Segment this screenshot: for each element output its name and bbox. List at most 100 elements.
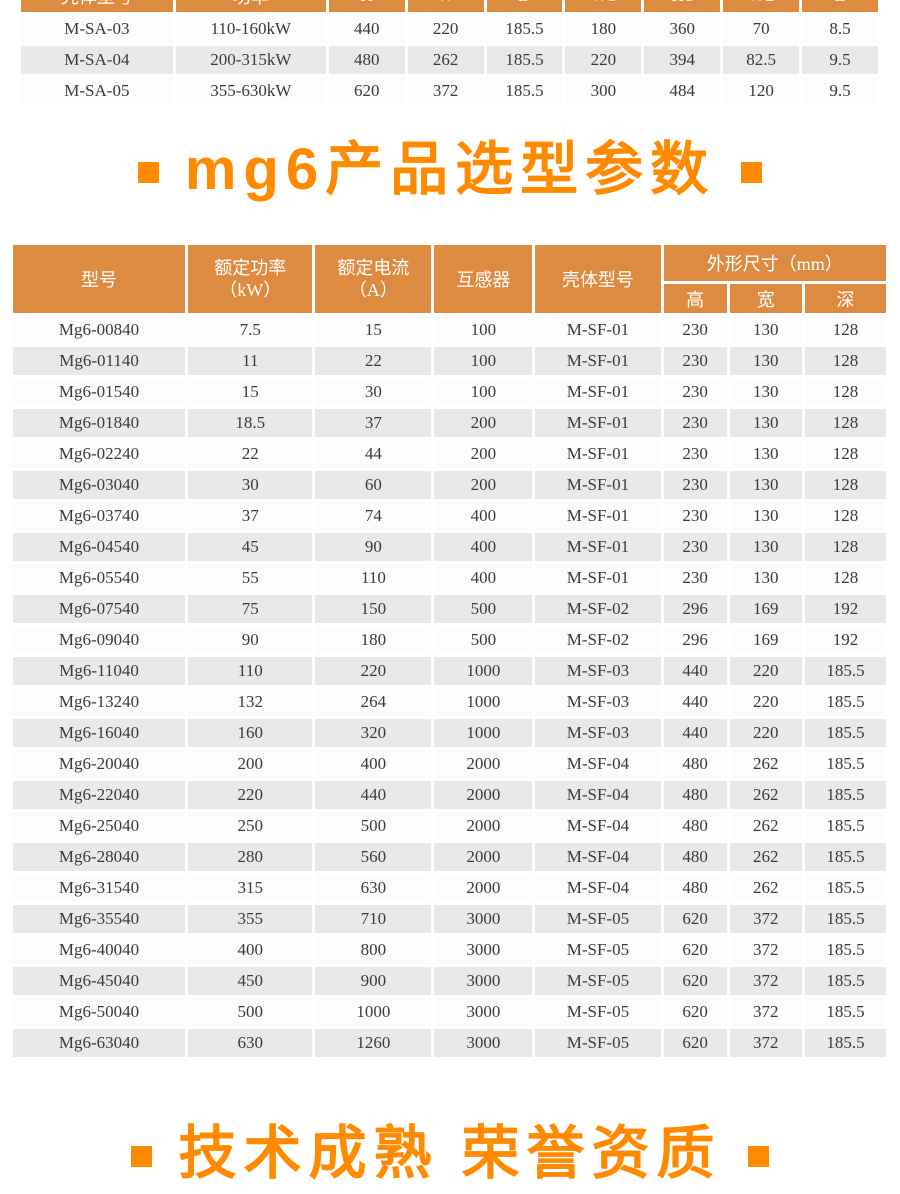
selection-table-row: Mg6-31540 315 630 2000 M-SF-04 480 262 185.5 — [13, 874, 886, 902]
selection-table-row: Mg6-05540 55 110 400 M-SF-01 230 130 128 — [13, 564, 886, 592]
selection-table-cell: 37 — [315, 409, 432, 437]
selection-table-cell: 180 — [315, 626, 432, 654]
selection-table-cell: Mg6-04540 — [13, 533, 186, 561]
selection-table-cell: 37 — [188, 502, 313, 530]
selection-table-cell: 3000 — [434, 1029, 533, 1057]
shell-table-cell: 220 — [565, 46, 642, 74]
shell-table-column-header: H1 — [644, 0, 721, 12]
selection-table-cell: Mg6-13240 — [13, 688, 186, 716]
shell-table-cell: 480 — [328, 46, 405, 74]
selection-table-cell: M-SF-01 — [535, 347, 661, 375]
selection-table-cell: 620 — [663, 936, 727, 964]
selection-table-body: Mg6-00840 7.5 15 100 M-SF-01 230 130 128 Mg6-011… — [13, 316, 886, 1057]
selection-table-cell: 192 — [805, 626, 886, 654]
selection-table-cell: 200 — [188, 750, 313, 778]
shell-table-cell: 180 — [565, 15, 642, 43]
selection-table-cell: Mg6-16040 — [13, 719, 186, 747]
selection-table-row: Mg6-00840 7.5 15 100 M-SF-01 230 130 128 — [13, 316, 886, 344]
selection-table-row: Mg6-16040 160 320 1000 M-SF-03 440 220 185.5 — [13, 719, 886, 747]
selection-table-cell: 296 — [663, 626, 727, 654]
selection-table-cell: 630 — [315, 874, 432, 902]
selection-table-cell: 150 — [315, 595, 432, 623]
selection-table-cell: M-SF-05 — [535, 936, 661, 964]
right-square-bullet-icon — [741, 161, 763, 183]
shell-table-cell: 120 — [723, 77, 800, 105]
selection-table-cell: 130 — [729, 564, 802, 592]
selection-table-cell: M-SF-03 — [535, 719, 661, 747]
selection-table-cell: 60 — [315, 471, 432, 499]
shell-table-cell: 360 — [644, 15, 721, 43]
selection-table-header-row-2: 高 宽 深 — [13, 284, 886, 313]
selection-table-cell: 250 — [188, 812, 313, 840]
selection-table-cell: 262 — [729, 812, 802, 840]
shell-table-cell: 70 — [723, 15, 800, 43]
selection-table-cell: 560 — [315, 843, 432, 871]
shell-table-cell: 620 — [328, 77, 405, 105]
shell-table-cell: 9.5 — [802, 46, 878, 74]
shell-table-column-header: W2 — [723, 0, 800, 12]
selection-table-row: Mg6-03740 37 74 400 M-SF-01 230 130 128 — [13, 502, 886, 530]
selection-table-cell: M-SF-05 — [535, 967, 661, 995]
left-square-bullet-icon — [131, 1145, 153, 1167]
selection-table-cell: Mg6-20040 — [13, 750, 186, 778]
selection-table-cell: Mg6-31540 — [13, 874, 186, 902]
selection-table-cell: 200 — [434, 440, 533, 468]
selection-table-cell: 128 — [805, 533, 886, 561]
selection-table-cell: 620 — [663, 998, 727, 1026]
selection-table-cell: 192 — [805, 595, 886, 623]
selection-table-cell: 100 — [434, 316, 533, 344]
selection-table-cell: 262 — [729, 781, 802, 809]
shell-dimension-table: 壳体型号功率HWDW1H1W2E M-SA-03110-160kW4402201… — [18, 0, 881, 108]
selection-table-cell: Mg6-22040 — [13, 781, 186, 809]
selection-table-cell: 620 — [663, 967, 727, 995]
selection-table-cell: 440 — [663, 719, 727, 747]
selection-table-cell: 90 — [188, 626, 313, 654]
selection-table-cell: M-SF-02 — [535, 626, 661, 654]
selection-table-cell: 22 — [315, 347, 432, 375]
selection-table-cell: 230 — [663, 347, 727, 375]
selection-table-cell: 230 — [663, 564, 727, 592]
selection-table-cell: Mg6-05540 — [13, 564, 186, 592]
selection-table-cell: 620 — [663, 905, 727, 933]
selection-table-cell: 90 — [315, 533, 432, 561]
section-title-text: mg6产品选型参数 — [184, 137, 716, 203]
selection-table-cell: 3000 — [434, 967, 533, 995]
selection-table-cell: M-SF-01 — [535, 378, 661, 406]
selection-table-cell: 130 — [729, 440, 802, 468]
selection-table-cell: 132 — [188, 688, 313, 716]
col-header-width: 宽 — [729, 284, 802, 313]
shell-table-cell: 300 — [565, 77, 642, 105]
selection-table-cell: Mg6-01540 — [13, 378, 186, 406]
selection-table-cell: M-SF-01 — [535, 502, 661, 530]
shell-table-cell: 355-630kW — [175, 77, 326, 105]
selection-table-cell: 372 — [729, 936, 802, 964]
col-header-dimensions: 外形尺寸（mm） — [663, 245, 886, 281]
selection-table-cell: 220 — [729, 719, 802, 747]
selection-table-cell: 2000 — [434, 843, 533, 871]
selection-table-cell: 500 — [434, 626, 533, 654]
selection-table-cell: M-SF-05 — [535, 998, 661, 1026]
selection-table-cell: 185.5 — [805, 967, 886, 995]
selection-table-cell: Mg6-63040 — [13, 1029, 186, 1057]
col-header-model: 型号 — [13, 245, 186, 313]
selection-table-cell: M-SF-01 — [535, 564, 661, 592]
selection-table-cell: 1000 — [434, 657, 533, 685]
selection-table-cell: 400 — [434, 564, 533, 592]
shell-table-cell: M-SA-03 — [21, 15, 173, 43]
selection-table-cell: 264 — [315, 688, 432, 716]
selection-table-cell: 200 — [434, 471, 533, 499]
selection-table-cell: 7.5 — [188, 316, 313, 344]
selection-table-cell: 480 — [663, 812, 727, 840]
shell-table-column-header: D — [486, 0, 563, 12]
selection-table-cell: 11 — [188, 347, 313, 375]
selection-table-row: Mg6-01140 11 22 100 M-SF-01 230 130 128 — [13, 347, 886, 375]
selection-table-cell: 400 — [188, 936, 313, 964]
selection-table-cell: 230 — [663, 316, 727, 344]
selection-table-cell: 400 — [434, 533, 533, 561]
selection-table-cell: 2000 — [434, 874, 533, 902]
selection-table-cell: 480 — [663, 781, 727, 809]
selection-table-cell: 128 — [805, 409, 886, 437]
selection-table-cell: 1260 — [315, 1029, 432, 1057]
selection-table-cell: 1000 — [434, 688, 533, 716]
shell-table-cell: M-SA-04 — [21, 46, 173, 74]
